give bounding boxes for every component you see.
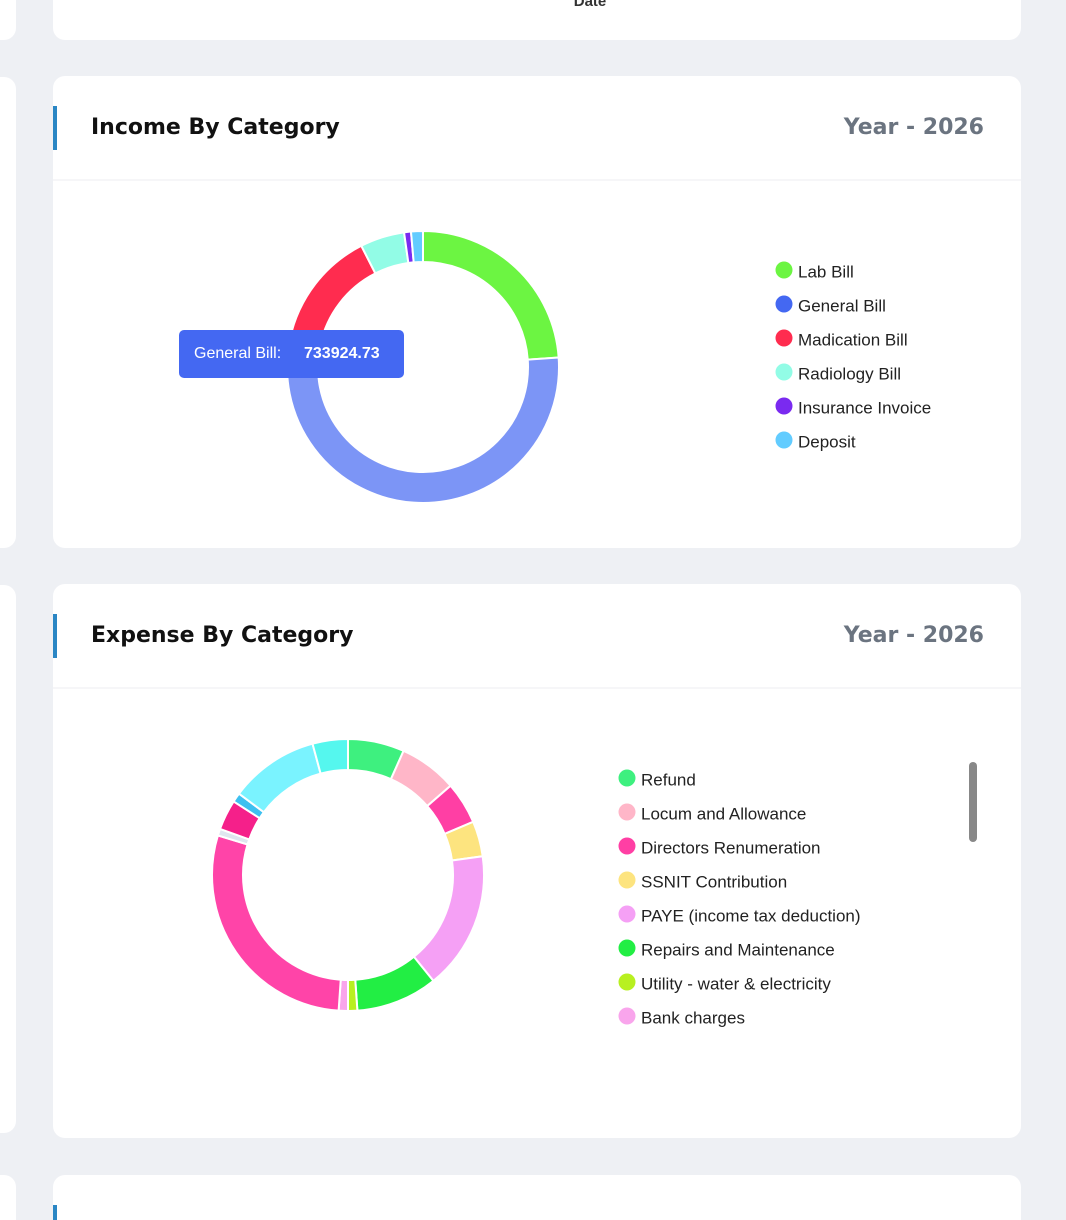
legend-label: Utility - water & electricity xyxy=(641,974,831,993)
legend-label: Refund xyxy=(641,770,696,789)
legend-label: Deposit xyxy=(798,432,856,451)
card xyxy=(53,0,1021,40)
legend-label: Madication Bill xyxy=(798,330,908,349)
legend-swatch xyxy=(775,261,793,279)
card xyxy=(53,1175,1021,1220)
side-card xyxy=(0,0,16,40)
tooltip-value: 733924.73 xyxy=(304,345,380,362)
tooltip: General Bill: 733924.73 xyxy=(179,330,404,378)
legend-swatch xyxy=(618,837,636,855)
legend-swatch xyxy=(618,939,636,957)
legend-label: Directors Renumeration xyxy=(641,838,821,857)
legend-label: Insurance Invoice xyxy=(798,398,931,417)
legend-label: Bank charges xyxy=(641,1008,745,1027)
legend-swatch xyxy=(775,363,793,381)
axis-label: Date xyxy=(574,0,607,10)
scrollbar[interactable] xyxy=(969,762,977,842)
legend-label: PAYE (income tax deduction) xyxy=(641,906,861,925)
legend-label: Radiology Bill xyxy=(798,364,901,383)
accent xyxy=(53,106,57,150)
accent xyxy=(53,1205,57,1220)
slice xyxy=(311,737,349,775)
legend-swatch xyxy=(618,905,636,923)
card xyxy=(53,584,1021,1138)
legend-swatch xyxy=(775,295,793,313)
side-card xyxy=(0,585,16,1133)
tooltip-label: General Bill: xyxy=(194,345,281,362)
legend-swatch xyxy=(775,431,793,449)
slice xyxy=(347,978,359,1013)
card-subtitle: Year - 2026 xyxy=(843,115,984,140)
legend-swatch xyxy=(618,803,636,821)
legend-label: SSNIT Contribution xyxy=(641,872,787,891)
card-title: Income By Category xyxy=(91,115,340,140)
legend-label: General Bill xyxy=(798,296,886,315)
legend-label: Locum and Allowance xyxy=(641,804,806,823)
slice xyxy=(409,229,424,264)
card-subtitle: Year - 2026 xyxy=(843,623,984,648)
card-title: Expense By Category xyxy=(91,623,353,648)
accent xyxy=(53,614,57,658)
side-card xyxy=(0,1175,16,1220)
legend-label: Repairs and Maintenance xyxy=(641,940,835,959)
legend-swatch xyxy=(618,871,636,889)
legend-swatch xyxy=(618,1007,636,1025)
legend-label: Lab Bill xyxy=(798,262,854,281)
legend-swatch xyxy=(618,769,636,787)
tooltip-box xyxy=(179,330,404,378)
legend-swatch xyxy=(618,973,636,991)
legend-swatch xyxy=(775,329,793,347)
side-card xyxy=(0,77,16,548)
legend-swatch xyxy=(775,397,793,415)
